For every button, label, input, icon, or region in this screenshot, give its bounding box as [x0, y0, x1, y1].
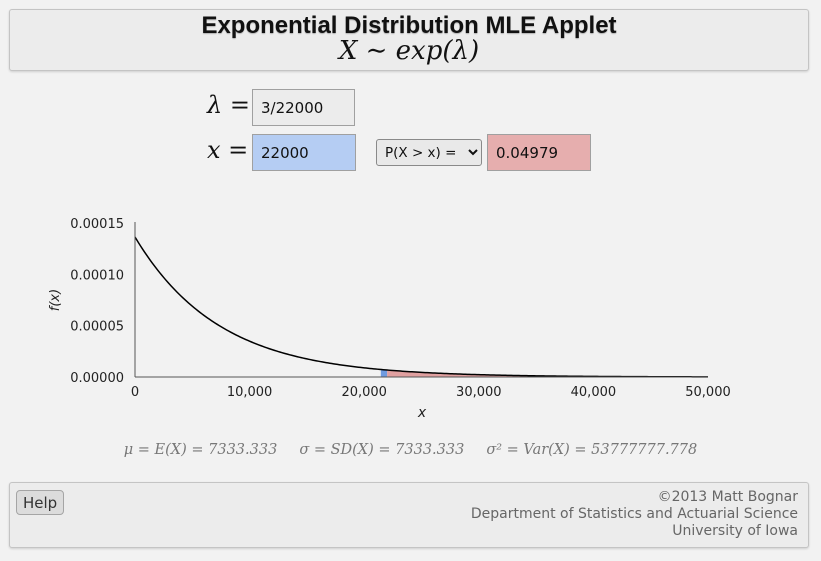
x-tick-label: 30,000 [456, 385, 502, 400]
credits: ©2013 Matt Bognar Department of Statisti… [471, 489, 798, 540]
x-tick-label: 10,000 [227, 385, 273, 400]
summary-stats: μ = E(X) = 7333.333 σ = SD(X) = 7333.333 σ… [0, 442, 821, 458]
y-tick-label: 0.00005 [70, 320, 124, 335]
x-axis-label: x [417, 405, 427, 421]
y-tick-label: 0.00010 [70, 268, 124, 283]
app-footer: Help ©2013 Matt Bognar Department of Sta… [9, 482, 809, 548]
x-marker-band [380, 369, 388, 377]
app-title: Exponential Distribution MLE Applet [201, 12, 617, 39]
pdf-chart: 0 10,000 20,000 30,000 40,000 50,000 0.00000 0… [48, 217, 731, 421]
x-input[interactable] [252, 134, 356, 171]
department-text: Department of Statistics and Actuarial S… [470, 506, 798, 522]
x-tick-label: 50,000 [685, 385, 731, 400]
mean-stat: μ = E(X) = 7333.333 [123, 442, 278, 458]
copyright-text: ©2013 Matt Bognar [657, 489, 798, 505]
y-axis-label: f(x) [48, 289, 63, 311]
x-tick-label: 0 [131, 385, 139, 400]
lambda-label: λ = [207, 91, 250, 119]
sd-stat: σ = SD(X) = 7333.333 [299, 442, 465, 458]
x-tick-label: 20,000 [341, 385, 387, 400]
y-tick-label: 0.00000 [70, 371, 124, 386]
probability-type-select[interactable]: P(X > x) = [376, 139, 482, 166]
variance-stat: σ² = Var(X) = 53777777.778 [486, 442, 698, 458]
distribution-formula: X ∼ exp(λ) [338, 36, 480, 66]
app-header: Exponential Distribution MLE Applet X ∼ … [9, 9, 809, 71]
tail-probability-area [387, 370, 708, 377]
y-tick-label: 0.00015 [70, 217, 124, 232]
lambda-input[interactable] [252, 89, 355, 126]
probability-result-field [487, 134, 591, 171]
x-label: x = [207, 136, 249, 164]
university-text: University of Iowa [672, 523, 798, 539]
help-button[interactable]: Help [16, 490, 65, 515]
pdf-curve [134, 236, 709, 378]
x-tick-label: 40,000 [571, 385, 617, 400]
